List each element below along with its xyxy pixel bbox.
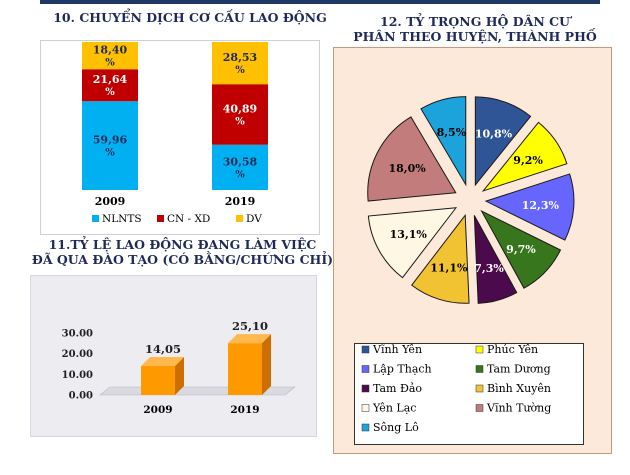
chart10-value-label: 59,96: [93, 134, 128, 147]
chart10-value-unit: %: [105, 58, 115, 69]
chart11-bar-front: [228, 343, 262, 395]
chart12-legend-label: Vĩnh Yên: [372, 343, 422, 356]
chart12-slice-label: 13,1%: [390, 228, 428, 241]
chart10-value-label: 40,89: [223, 102, 257, 115]
chart12-slice-song-lo: [420, 96, 467, 187]
chart12-legend-label: Tam Đảo: [373, 382, 422, 395]
chart12-slice-vinh-yen: [474, 96, 532, 187]
chart11-ytick-label: 10.00: [62, 370, 93, 381]
chart12-slice-tam-duong: [480, 209, 562, 289]
chart12-slice-lap-thach: [484, 173, 575, 241]
chart10-value-label: 21,64: [93, 73, 128, 86]
chart12-slice-label: 11,1%: [430, 261, 468, 274]
chart12-legend-swatch: [361, 404, 370, 412]
chart12-slice-label: 10,8%: [475, 127, 513, 140]
chart11-title: 11.TỶ LỆ LAO ĐỘNG ĐANG LÀM VIỆC ĐÃ QUA Đ…: [20, 237, 345, 267]
chart11-title-line1: 11.TỶ LỆ LAO ĐỘNG ĐANG LÀM VIỆC: [48, 237, 317, 252]
chart10-legend-swatch: [157, 215, 164, 222]
chart10-value-unit: %: [105, 87, 115, 98]
chart10-legend-swatch: [92, 215, 99, 222]
chart12-legend-swatch: [361, 384, 370, 393]
chart12-legend-label: Phúc Yên: [487, 343, 538, 356]
chart12-legend-swatch: [361, 345, 370, 354]
chart12-slice-yen-lac: [367, 207, 458, 279]
chart10-category-label: 2019: [225, 195, 256, 208]
chart12-slice-label: 7,3%: [474, 262, 504, 275]
chart11-ytick-label: 20.00: [62, 349, 93, 360]
chart11-category-label: 2019: [230, 404, 259, 416]
chart12-legend-box: [354, 343, 584, 445]
chart11-bar-top: [141, 356, 184, 366]
chart12-legend-label: Yên Lạc: [372, 402, 416, 415]
chart10-value-unit: %: [235, 169, 245, 180]
chart12-slice-label: 12,3%: [522, 199, 560, 212]
chart11-bar-front: [141, 365, 175, 395]
chart11-value-label: 14,05: [145, 342, 181, 356]
chart12-title-line2: PHÂN THEO HUYỆN, THÀNH PHỐ: [353, 29, 597, 44]
chart12-legend-swatch: [361, 365, 370, 373]
chart12-legend-swatch: [475, 365, 484, 373]
chart10-bar-cn-xd-2019: [212, 84, 268, 145]
chart12-legend-label: Vĩnh Tường: [486, 402, 551, 415]
chart10-category-label: 2009: [95, 195, 126, 208]
chart12-legend-label: Sông Lô: [373, 421, 419, 434]
chart11-ytick-label: 0.00: [69, 391, 93, 402]
chart12-legend-label: Tam Dương: [487, 363, 551, 376]
chart12-slice-label: 9,2%: [513, 154, 543, 167]
top-rule: [40, 0, 600, 4]
chart11-ytick-label: 30.00: [62, 329, 93, 340]
chart12-title-line1: 12. TỶ TRỌNG HỘ DÂN CƯ: [380, 14, 570, 29]
chart12-legend-swatch: [475, 404, 484, 412]
chart12-legend-label: Bình Xuyên: [487, 382, 551, 395]
chart10-value-unit: %: [235, 116, 245, 127]
chart11-category-label: 2009: [143, 404, 172, 416]
chart12-legend-swatch: [475, 384, 484, 393]
chart12-slice-vinh-tuong: [367, 116, 457, 202]
chart10-legend-label: NLNTS: [102, 213, 142, 225]
chart10-bar-dv-2009: [82, 42, 138, 70]
chart10-value-unit: %: [105, 148, 115, 159]
chart10-value-label: 18,40: [93, 44, 128, 57]
chart10-legend-label: DV: [246, 213, 262, 225]
chart10-value-unit: %: [235, 65, 245, 76]
chart10-bar-nlnts-2019: [212, 144, 268, 190]
chart10-bar-nlnts-2009: [82, 101, 138, 190]
chart11-value-label: 25,10: [232, 319, 268, 333]
chart12-legend-swatch: [361, 423, 370, 432]
chart11-bar-side: [262, 334, 271, 395]
chart11-bar-side: [175, 356, 184, 395]
chart12-slice-label: 8,5%: [437, 126, 467, 139]
chart10-bar-dv-2019: [212, 42, 268, 85]
chart12-title: 12. TỶ TRỌNG HỘ DÂN CƯ PHÂN THEO HUYỆN, …: [330, 14, 620, 44]
chart11-title-line2: ĐÃ QUA ĐÀO TẠO (CÓ BẰNG/CHỨNG CHỈ): [31, 252, 334, 267]
chart10-bar-cn-xd-2009: [82, 69, 138, 102]
chart12-slice-label: 9,7%: [506, 243, 536, 256]
chart12-slice-label: 18,0%: [389, 162, 427, 175]
chart12-legend-swatch: [475, 345, 484, 354]
chart12-slice-phuc-yen: [481, 121, 568, 192]
chart10-value-label: 30,58: [223, 155, 258, 168]
chart12-slice-binh-xuyen: [411, 213, 470, 304]
chart10-legend-swatch: [236, 215, 243, 222]
chart11-bar-top: [228, 334, 271, 344]
chart10-value-label: 28,53: [223, 51, 257, 64]
chart12-slice-tam-dao: [473, 215, 518, 304]
chart10-legend-label: CN - XD: [167, 213, 210, 225]
chart10-title: 10. CHUYỂN DỊCH CƠ CẤU LAO ĐỘNG: [53, 10, 327, 25]
chart12-legend-label: Lập Thạch: [373, 363, 432, 376]
